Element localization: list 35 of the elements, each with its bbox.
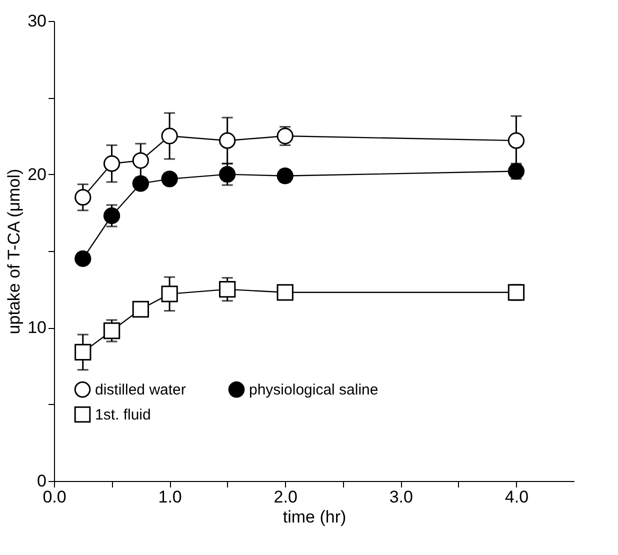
point [132,175,149,192]
point [103,207,120,224]
x-tick-label: 0.0 [42,488,66,506]
point [74,189,92,206]
point [508,162,525,180]
point [161,128,178,144]
point [132,300,149,318]
point [161,170,178,188]
x-tick-label: 2.0 [274,488,298,506]
x-tick-label: 4.0 [504,488,529,506]
point [103,322,120,340]
point [219,281,236,298]
point [219,166,236,183]
point [74,344,92,361]
point [103,155,120,172]
point [276,128,294,144]
point [132,152,149,169]
x-tick-label: 1.0 [158,488,182,506]
x-axis-title: time (hr) [282,508,346,526]
point [74,250,92,267]
x-tick-label: 3.0 [389,488,413,506]
point [219,132,236,149]
y-tick-label: 10 [28,318,46,338]
y-tick-label: 20 [28,164,46,184]
point [508,284,525,301]
point [508,132,525,149]
y-tick-label: 30 [28,12,46,30]
y-axis-title: uptake of T-CA (μmol) [4,168,24,334]
y-tick-label: 0 [37,472,46,490]
legend-label: physiological saline [249,382,378,399]
point [276,284,294,301]
legend-label: distilled water [95,382,186,399]
legend-label: 1st. fluid [95,406,151,424]
point [161,286,178,302]
point [276,168,294,184]
